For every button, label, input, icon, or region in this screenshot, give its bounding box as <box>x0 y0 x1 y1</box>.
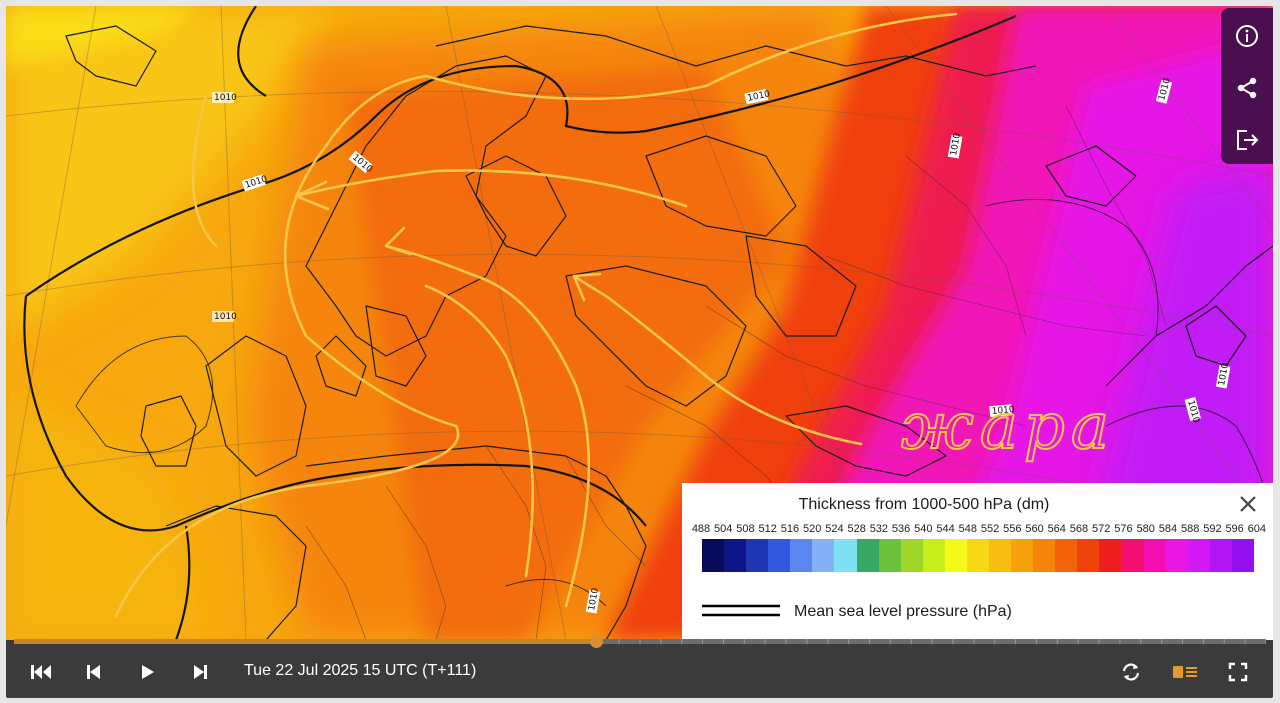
legend-tick: 576 <box>1114 523 1133 535</box>
timeline-progress <box>14 639 597 644</box>
legend-swatch <box>878 539 901 572</box>
play-icon <box>142 665 154 679</box>
info-icon <box>1236 25 1258 47</box>
timeline-thumb[interactable] <box>590 635 604 648</box>
legend-swatch <box>944 539 967 572</box>
hand-drawn-arrows <box>114 12 958 618</box>
legend-tick: 596 <box>1225 523 1244 535</box>
legend-swatch <box>1033 539 1056 572</box>
forecast-timestamp: Tue 22 Jul 2025 15 UTC (T+111) <box>244 662 477 679</box>
legend-tick: 592 <box>1203 523 1222 535</box>
legend-swatch <box>1231 539 1254 572</box>
legend-tick: 556 <box>1003 523 1022 535</box>
step-back-button[interactable] <box>78 656 110 688</box>
legend-swatch <box>724 539 747 572</box>
isobar-label: 1010 <box>747 89 772 104</box>
fullscreen-icon <box>1228 662 1248 682</box>
legend-color-bar <box>702 539 1254 572</box>
legend-tick-labels: 488 504 508 512 516 520 524 528 532 536 540 544 548 5… <box>690 523 1268 537</box>
refresh-icon <box>1122 663 1140 681</box>
legend-tick: 508 <box>736 523 755 535</box>
legend-swatch <box>856 539 879 572</box>
legend-swatch <box>1209 539 1232 572</box>
legend-tick: 524 <box>825 523 844 535</box>
legend-tick: 588 <box>1180 523 1200 535</box>
legend-swatch <box>1077 539 1100 572</box>
legend-tick: 536 <box>891 523 911 535</box>
mslp-line-swatch <box>702 604 780 617</box>
step-back-icon <box>87 665 100 679</box>
export-button[interactable] <box>1229 122 1265 158</box>
legend-title: Thickness from 1000-500 hPa (dm) <box>798 496 1050 513</box>
side-toolbar <box>1221 8 1273 164</box>
legend-tick: 552 <box>980 523 1000 535</box>
skip-start-icon <box>31 665 51 679</box>
share-button[interactable] <box>1229 70 1265 106</box>
timeline-ticks <box>597 639 1266 644</box>
legend-swatch <box>1055 539 1078 572</box>
map-canvas[interactable]: 1010 1010 1010 1010 1010 1010 1010 1010 … <box>6 6 1273 640</box>
legend-tick: 528 <box>847 523 866 535</box>
share-icon <box>1237 77 1257 99</box>
legend-swatch <box>966 539 990 572</box>
skip-to-start-button[interactable] <box>25 656 57 688</box>
playback-controls: Tue 22 Jul 2025 15 UTC (T+111) <box>6 646 1273 698</box>
legend-tick: 516 <box>780 523 800 535</box>
legend-tick: 604 <box>1247 523 1267 535</box>
legend-tick: 520 <box>802 523 822 535</box>
legend-swatch <box>702 539 725 572</box>
legend-swatch <box>900 539 923 572</box>
mslp-legend-label: Mean sea level pressure (hPa) <box>794 603 1012 620</box>
isobar-label: 1010 <box>587 587 601 612</box>
legend-tick: 540 <box>914 523 933 535</box>
legend-swatch <box>1099 539 1122 572</box>
legend-swatch <box>790 539 813 572</box>
isobar-label: 1010 <box>1217 362 1231 387</box>
legend-toggle-icon <box>1173 666 1197 678</box>
legend-swatch <box>746 539 769 572</box>
legend-swatch <box>834 539 857 572</box>
legend-tick: 548 <box>958 523 977 535</box>
step-forward-button[interactable] <box>184 656 216 688</box>
play-button[interactable] <box>131 656 163 688</box>
legend-swatch <box>812 539 835 572</box>
close-icon <box>1240 496 1256 512</box>
export-icon <box>1237 130 1259 150</box>
legend-swatch <box>1165 539 1188 572</box>
coastlines <box>65 25 1273 640</box>
legend-swatch <box>1011 539 1034 572</box>
isobar-label: 1010 <box>949 132 963 157</box>
legend-tick: 488 <box>691 523 711 535</box>
loop-button[interactable] <box>1115 656 1147 688</box>
timeline-slider[interactable] <box>14 635 1266 648</box>
legend-swatch <box>1143 539 1166 572</box>
isobar-label: 1010 <box>991 405 1015 417</box>
handwritten-annotation: жара <box>901 390 1115 464</box>
legend-swatch <box>1121 539 1144 572</box>
fullscreen-button[interactable] <box>1222 656 1254 688</box>
legend-tick: 544 <box>936 523 955 535</box>
legend-close-button[interactable] <box>1236 492 1260 516</box>
legend-tick: 584 <box>1158 523 1178 535</box>
legend-tick: 504 <box>714 523 733 535</box>
legend-toggle-button[interactable] <box>1169 656 1201 688</box>
step-forward-icon <box>194 665 207 679</box>
weather-map-viewer: 1010 1010 1010 1010 1010 1010 1010 1010 … <box>6 6 1273 698</box>
legend-swatch <box>989 539 1012 572</box>
legend-swatch <box>1187 539 1210 572</box>
map-legend: Thickness from 1000-500 hPa (dm) 488 504 5… <box>682 483 1273 640</box>
isobar-label: 1010 <box>214 93 237 103</box>
legend-swatch <box>922 539 945 572</box>
legend-tick: 568 <box>1069 523 1089 535</box>
legend-tick: 532 <box>869 523 889 535</box>
legend-tick: 580 <box>1136 523 1155 535</box>
legend-tick: 572 <box>1092 523 1111 535</box>
legend-swatch <box>768 539 791 572</box>
legend-tick: 560 <box>1025 523 1044 535</box>
info-button[interactable] <box>1229 18 1265 54</box>
legend-tick: 512 <box>758 523 777 535</box>
legend-tick: 564 <box>1047 523 1066 535</box>
isobar-label: 1010 <box>214 312 237 322</box>
isobar-labels: 1010 1010 1010 1010 1010 1010 1010 1010 … <box>212 77 1231 614</box>
